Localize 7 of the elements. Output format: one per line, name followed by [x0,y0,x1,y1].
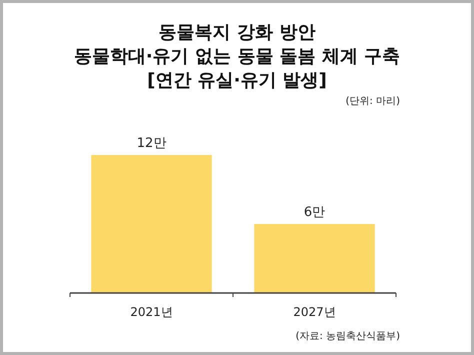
x-tick-label: 2027년 [293,305,336,319]
data-label: 6만 [304,205,326,220]
chart-subtitle: (단위: 마리) [346,96,400,107]
x-tick-label: 2021년 [130,305,173,319]
data-label: 12만 [136,136,166,151]
text: (자료: 농림축산식품부) [296,331,400,342]
chart-title: 동물복지 강화 방안 동물학대·유기 없는 동물 돌봄 체계 구축 [연간 유실·유기 발생] [74,22,400,91]
